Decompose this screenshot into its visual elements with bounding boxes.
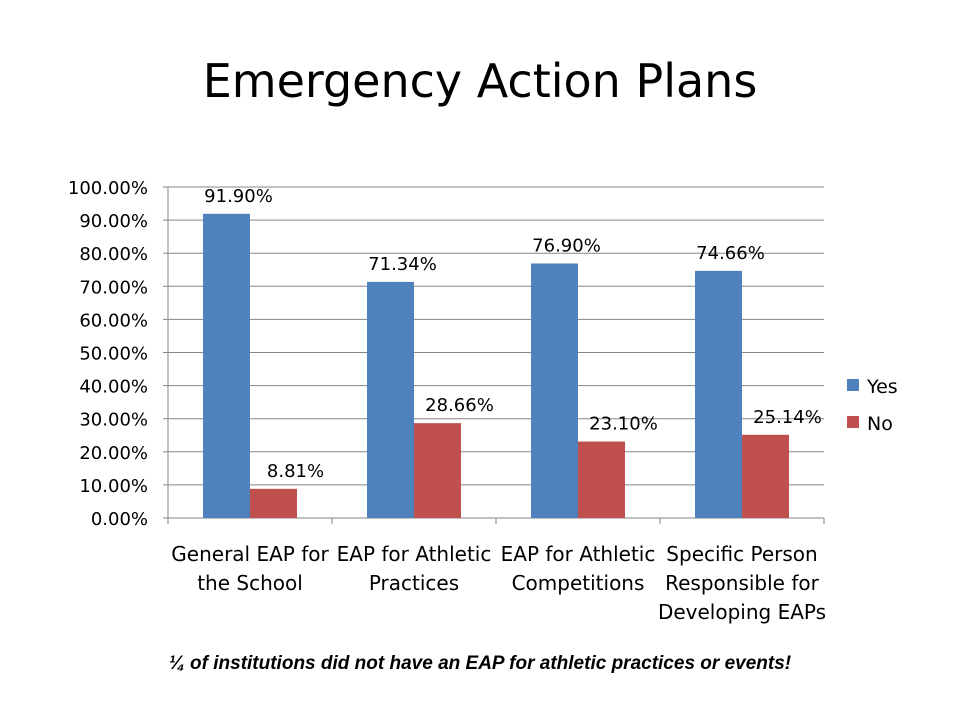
y-tick-label: 100.00%: [68, 178, 148, 199]
y-tick-label: 80.00%: [79, 244, 148, 265]
bar-chart: 0.00% 10.00% 20.00% 30.00% 40.00% 50.00% 60.00…: [68, 178, 898, 624]
y-tick-label: 30.00%: [79, 410, 148, 431]
y-tick-label: 10.00%: [79, 476, 148, 497]
data-label: 25.14%: [753, 407, 822, 428]
y-tick-label: 60.00%: [79, 310, 148, 331]
bar-no: [414, 423, 461, 518]
y-tick-label: 70.00%: [79, 277, 148, 298]
y-tick-label: 20.00%: [79, 443, 148, 464]
bar-no: [250, 488, 297, 518]
category-label: Competitions: [512, 571, 645, 595]
category-label: Developing EAPs: [658, 600, 826, 624]
data-label: 23.10%: [589, 414, 658, 435]
bar-no: [578, 441, 625, 518]
legend-label: Yes: [866, 376, 898, 398]
bar-no: [742, 434, 789, 518]
bar-yes: [531, 263, 578, 518]
category-label: Practices: [369, 571, 459, 595]
slide-title: Emergency Action Plans: [202, 54, 758, 108]
bar-yes: [203, 213, 250, 518]
y-tick-label: 0.00%: [91, 509, 148, 530]
legend-swatch: [847, 416, 859, 428]
data-label: 71.34%: [368, 254, 437, 275]
footnote: ¼ of institutions did not have an EAP fo…: [168, 653, 792, 674]
category-label: Responsible for: [665, 571, 819, 595]
data-label: 91.90%: [204, 186, 273, 207]
y-tick-label: 50.00%: [79, 344, 148, 365]
bar-yes: [367, 281, 414, 518]
data-label: 8.81%: [267, 461, 324, 482]
bar-yes: [695, 270, 742, 518]
category-label: General EAP for: [171, 542, 329, 566]
data-label: 28.66%: [425, 395, 494, 416]
y-tick-label: 90.00%: [79, 211, 148, 232]
category-label: EAP for Athletic: [337, 542, 492, 566]
data-label: 74.66%: [696, 243, 765, 264]
y-tick-label: 40.00%: [79, 377, 148, 398]
category-label: Specific Person: [666, 542, 817, 566]
data-label: 76.90%: [532, 235, 601, 256]
category-label: EAP for Athletic: [501, 542, 656, 566]
legend-label: No: [867, 413, 893, 435]
category-label: the School: [197, 571, 303, 595]
legend-swatch: [847, 379, 859, 391]
